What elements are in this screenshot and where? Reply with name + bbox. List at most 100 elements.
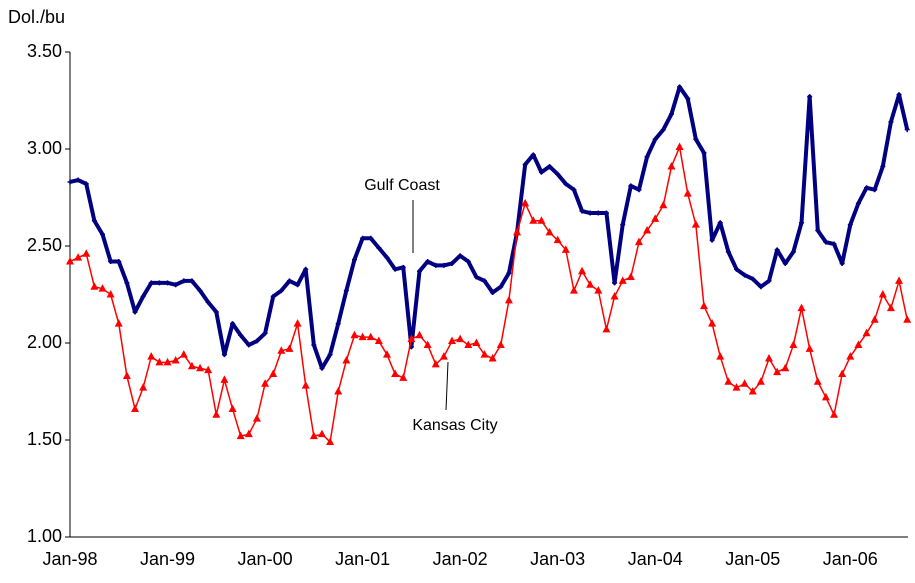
point-marker [82,249,91,257]
point-marker [441,262,447,268]
point-marker [213,309,219,315]
point-marker [506,270,512,276]
point-marker [886,303,895,312]
x-tick-label: Jan-06 [823,549,878,569]
point-marker [847,222,853,228]
point-marker [797,303,806,312]
point-marker [155,357,164,366]
point-marker [417,268,423,274]
point-marker [618,276,627,284]
point-marker [790,249,796,255]
point-marker [667,161,676,170]
point-marker [652,136,658,142]
point-marker [221,352,227,358]
point-marker [880,163,886,169]
point-marker [773,367,782,376]
point-marker [846,352,855,360]
point-marker [415,330,424,339]
point-marker [823,239,829,245]
point-marker [668,111,674,117]
point-marker [683,189,692,197]
point-marker [750,276,756,282]
point-marker [303,266,309,272]
point-marker [813,377,822,385]
point-marker [782,260,788,266]
y-axis-label: Dol./bu [8,7,65,27]
point-marker [343,288,349,294]
point-marker [677,84,683,90]
point-marker [709,237,715,243]
point-marker [561,245,570,253]
point-marker [360,235,366,241]
point-marker [701,150,707,156]
point-marker [496,340,505,348]
point-marker [482,278,488,284]
point-marker [384,255,390,261]
point-marker [244,429,253,438]
point-marker [457,253,463,259]
point-marker [602,324,611,333]
point-marker [189,278,195,284]
point-marker [122,371,131,379]
point-marker [238,332,244,338]
point-marker [555,171,561,177]
point-marker [204,365,213,374]
point-marker [620,222,626,228]
point-marker [530,152,536,158]
point-marker [553,235,562,244]
y-tick-label: 2.00 [27,332,62,352]
point-marker [212,410,221,418]
point-marker [407,334,416,343]
point-marker [504,295,513,304]
point-marker [789,340,798,348]
point-marker [862,328,871,337]
point-marker [547,163,553,169]
point-marker [594,286,603,294]
point-marker [896,92,902,98]
point-marker [766,278,772,284]
point-marker [644,154,650,160]
x-tick-label: Jan-00 [238,549,293,569]
point-marker [66,257,74,265]
point-marker [277,346,286,354]
point-marker [106,290,115,298]
point-marker [870,315,879,323]
point-marker [472,338,481,346]
point-marker [839,260,845,266]
point-marker [261,379,270,387]
point-marker [83,181,89,187]
point-marker [342,355,351,364]
point-marker [156,280,162,286]
point-marker [350,330,359,339]
point-marker [675,142,684,151]
x-tick-label: Jan-98 [42,549,97,569]
point-marker [815,227,821,233]
point-marker [904,127,910,133]
point-marker [854,340,863,348]
point-marker [131,404,140,412]
point-marker [643,225,652,234]
point-marker [651,214,660,222]
point-marker [603,210,609,216]
point-marker [351,257,357,263]
point-marker [286,278,292,284]
point-marker [295,282,301,288]
point-marker [132,309,138,315]
point-marker [171,355,180,364]
x-tick-label: Jan-02 [433,549,488,569]
point-marker [872,187,878,193]
x-tick-label: Jan-04 [628,549,683,569]
point-marker [781,363,790,372]
point-marker [717,220,723,226]
point-marker [774,247,780,253]
point-marker [147,352,156,360]
point-marker [368,235,374,241]
point-marker [399,373,408,381]
point-marker [187,361,196,370]
point-marker [464,340,473,348]
point-marker [742,272,748,278]
point-marker [317,429,326,438]
y-tick-label: 1.00 [27,526,62,546]
point-marker [699,301,708,310]
